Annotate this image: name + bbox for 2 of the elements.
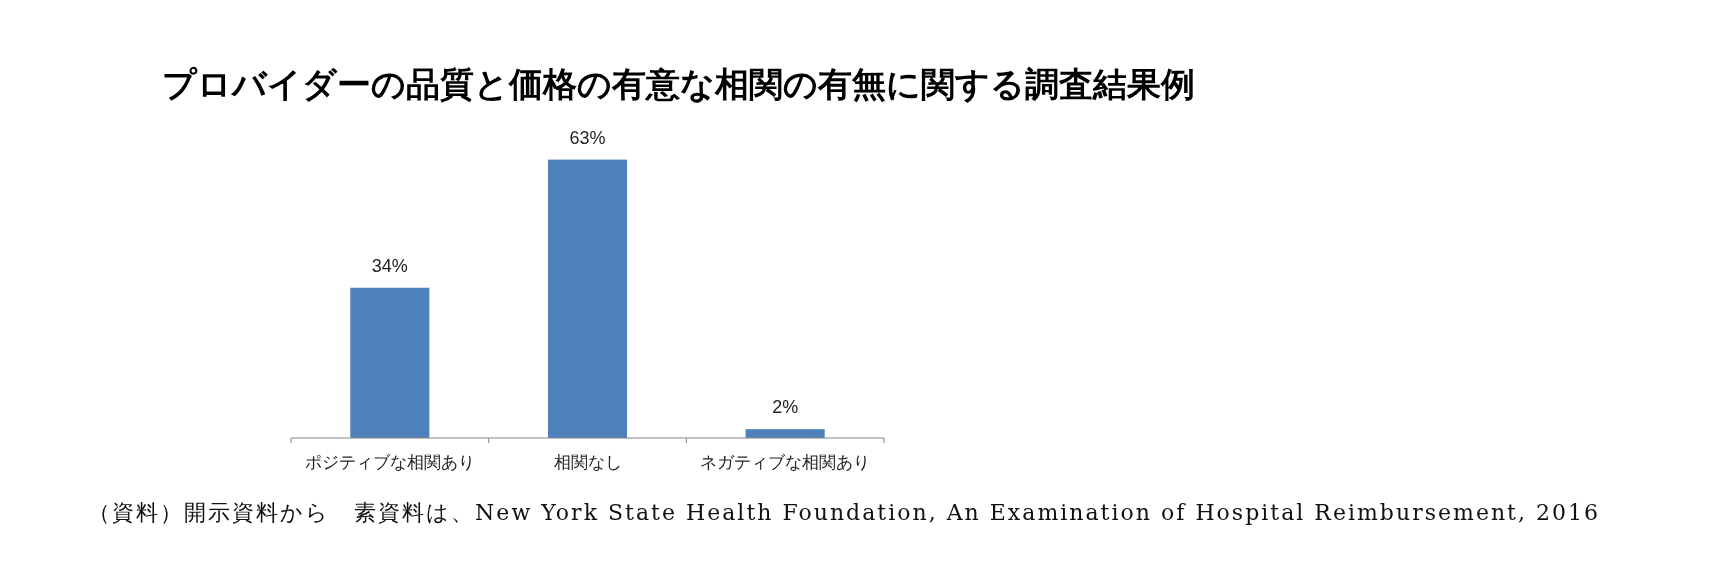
annotation: （資料）開示資料から 素資料は、New York State Health Foundation, An Examination of Hospital Reimbursement, 2016	[88, 500, 1598, 525]
title: プロバイダーの品質と価格の有意な相関の有無に関する調査結果例	[162, 65, 1195, 103]
